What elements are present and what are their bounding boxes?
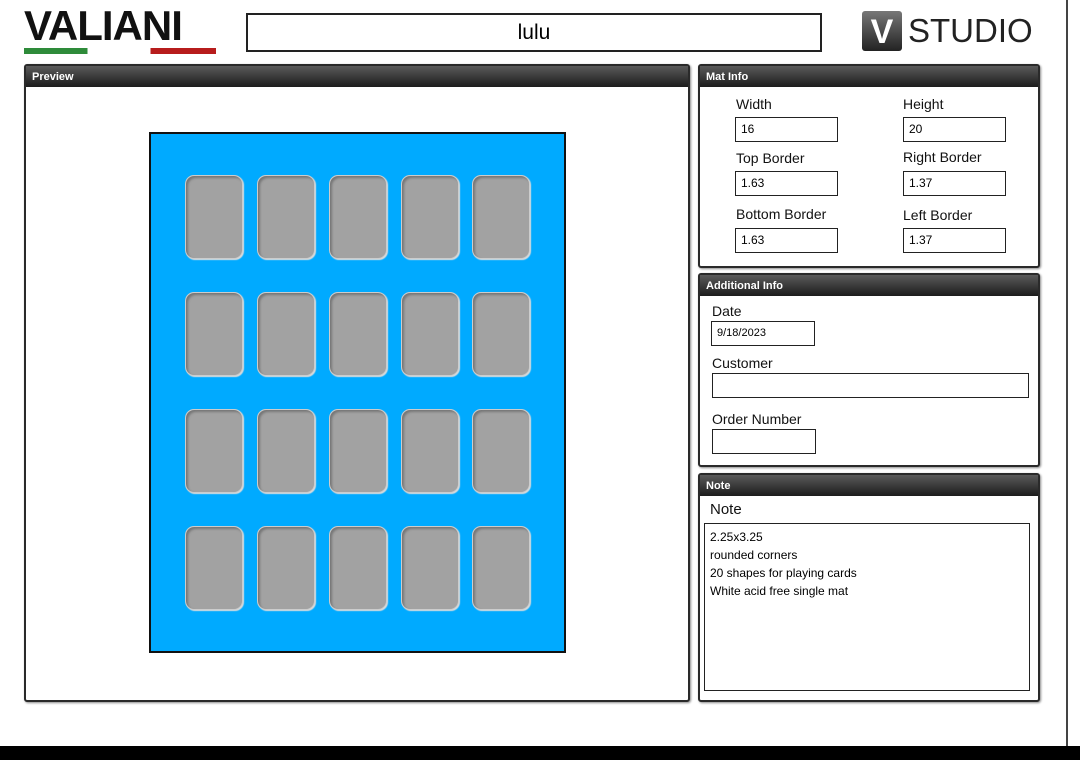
text-input[interactable]: 1.37 [903,228,1006,253]
field-label: Bottom Border [736,206,827,222]
logo-icon: V [862,11,902,51]
note-line: White acid free single mat [710,584,849,598]
text-input[interactable]: 1.63 [735,171,838,196]
logo-text: STUDIO [908,12,1033,49]
field-label: Order Number [712,411,802,427]
text-input[interactable] [712,373,1029,398]
mat-opening [401,409,459,493]
mat-opening [329,292,387,376]
note-line: 20 shapes for playing cards [710,566,857,580]
search-box[interactable]: lulu [246,13,822,52]
field-label: Left Border [903,207,973,223]
note-line: rounded corners [710,548,798,562]
panel-header: Additional Info [700,275,1038,296]
mat-opening [329,409,387,493]
mat-opening [257,175,315,259]
mat-opening [472,292,530,376]
mat-opening [257,409,315,493]
panel-header: Mat Info [700,66,1038,87]
mat-opening [185,526,243,610]
flag-stripe [24,48,216,54]
note-label: Note [710,501,742,518]
panel-header: Note [700,475,1038,496]
mat-opening [329,526,387,610]
text-input[interactable]: 1.63 [735,228,838,253]
mat-opening [401,175,459,259]
mat-opening [472,409,530,493]
mat-preview [149,132,566,653]
window-edge [1066,0,1068,746]
note-line: 2.25x3.25 [710,530,763,544]
note-textarea[interactable]: 2.25x3.25 rounded corners 20 shapes for pl… [704,523,1030,691]
panel-header: Preview [26,66,688,87]
text-input[interactable]: 9/18/2023 [711,321,815,346]
mat-opening [257,292,315,376]
text-input[interactable]: 20 [903,117,1006,142]
field-label: Right Border [903,149,982,165]
text-input[interactable]: 16 [735,117,838,142]
text-input[interactable] [712,429,816,454]
mat-opening [185,175,243,259]
mat-opening [401,526,459,610]
mat-opening [185,409,243,493]
field-label: Height [903,96,944,112]
field-label: Top Border [736,150,805,166]
field-label: Width [736,96,772,112]
brand: VALIANI [24,2,183,49]
bottom-bar [0,746,1080,760]
mat-opening [401,292,459,376]
text-input[interactable]: 1.37 [903,171,1006,196]
note-panel: Note Note 2.25x3.25 rounded corners 20 sha… [698,473,1040,702]
preview-panel: Preview [24,64,690,702]
mat-opening [329,175,387,259]
mat-opening [185,292,243,376]
mat-opening [472,526,530,610]
field-label: Customer [712,355,773,371]
mat-opening [472,175,530,259]
field-label: Date [712,303,742,319]
mat-opening [257,526,315,610]
